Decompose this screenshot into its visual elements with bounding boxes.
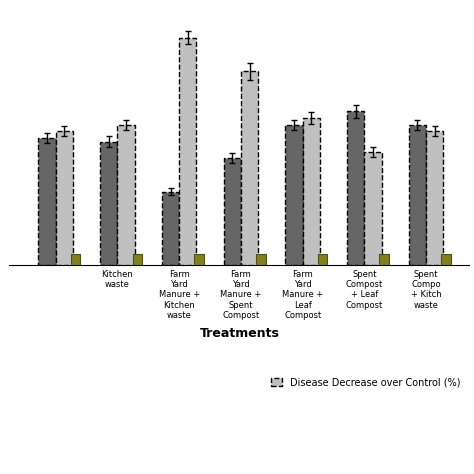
Bar <box>302 118 320 265</box>
Bar <box>162 192 179 265</box>
Bar <box>409 125 426 265</box>
Bar <box>133 254 142 265</box>
Bar <box>194 254 204 265</box>
Bar <box>179 37 197 265</box>
Legend: Disease Decrease over Control (%): Disease Decrease over Control (%) <box>267 374 465 391</box>
X-axis label: Treatments: Treatments <box>200 327 279 340</box>
Bar <box>224 158 241 265</box>
Bar <box>285 125 302 265</box>
Bar <box>56 131 73 265</box>
Bar <box>38 138 56 265</box>
Bar <box>347 111 365 265</box>
Bar <box>380 254 389 265</box>
Bar <box>71 254 81 265</box>
Bar <box>118 125 135 265</box>
Bar <box>426 131 443 265</box>
Bar <box>256 254 265 265</box>
Bar <box>365 152 382 265</box>
Bar <box>100 142 118 265</box>
Bar <box>241 71 258 265</box>
Bar <box>441 254 451 265</box>
Bar <box>318 254 327 265</box>
